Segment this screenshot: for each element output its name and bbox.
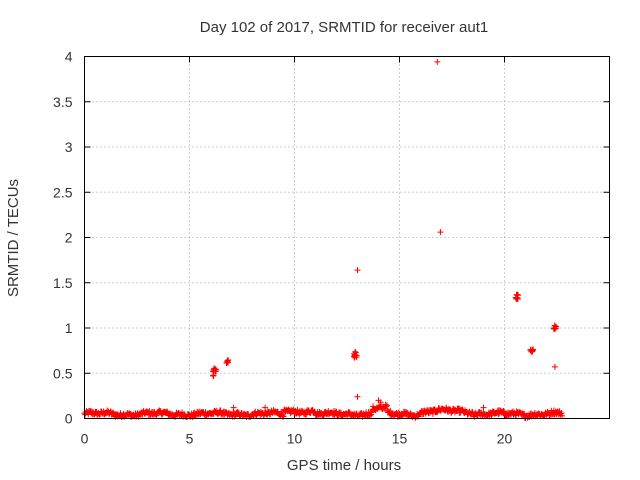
data-point-marker: [217, 407, 224, 414]
y-tick-label: 0.5: [53, 365, 73, 381]
data-point-marker: [366, 412, 373, 419]
grid-lines: [84, 56, 610, 419]
data-point-marker: [529, 347, 536, 354]
data-points: [81, 58, 566, 421]
data-point-marker: [319, 412, 326, 419]
y-tick-label: 1.5: [53, 275, 73, 291]
x-tick-label: 5: [186, 431, 194, 447]
data-point-marker: [431, 406, 438, 413]
data-point-marker: [559, 412, 566, 419]
data-point-marker: [500, 408, 507, 415]
data-point-marker: [513, 412, 520, 419]
data-point-marker: [375, 397, 382, 404]
data-point-marker: [262, 404, 269, 411]
data-point-marker: [354, 393, 361, 400]
data-point-marker: [551, 325, 558, 332]
data-point-marker: [387, 407, 394, 414]
data-point-marker: [225, 356, 232, 363]
y-tick-label: 2: [65, 230, 73, 246]
data-point-marker: [383, 403, 390, 410]
data-point-marker: [383, 402, 390, 409]
y-tick-label: 2.5: [53, 184, 73, 200]
data-point-marker: [264, 412, 271, 419]
data-point-marker: [210, 372, 217, 379]
y-tick-label: 1: [65, 320, 73, 336]
data-point-marker: [285, 406, 292, 413]
data-point-marker: [488, 412, 495, 419]
data-point-marker: [480, 404, 487, 411]
y-tick-label: 3.5: [53, 94, 73, 110]
data-point-marker: [353, 353, 360, 360]
x-tick-label: 10: [287, 431, 303, 447]
data-point-marker: [354, 267, 361, 274]
data-point-marker: [550, 325, 557, 332]
data-point-marker: [238, 409, 245, 416]
data-point-marker: [351, 350, 358, 357]
data-point-marker: [230, 404, 237, 411]
y-tick-label: 0: [65, 411, 73, 427]
data-point-marker: [558, 410, 565, 417]
axis-ticks: [84, 56, 610, 419]
x-axis-label: GPS time / hours: [287, 457, 401, 474]
tick-labels: 0 5 10 15 20 0 0.5 1 1.5 2 2.5 3 3.5 4: [53, 49, 512, 447]
data-point-marker: [368, 411, 375, 418]
data-point-marker: [412, 414, 419, 421]
y-tick-label: 4: [65, 49, 73, 65]
data-point-marker: [223, 360, 230, 367]
data-point-marker: [380, 405, 387, 412]
data-point-marker: [514, 291, 521, 298]
data-point-marker: [332, 408, 339, 415]
data-point-marker: [459, 406, 466, 413]
plot-frame: [84, 56, 610, 419]
x-tick-label: 0: [81, 431, 89, 447]
x-tick-label: 20: [497, 431, 513, 447]
data-point-marker: [526, 414, 533, 421]
data-point-marker: [210, 366, 217, 373]
data-point-marker: [437, 229, 444, 236]
data-point-marker: [434, 58, 441, 65]
x-tick-label: 15: [392, 431, 408, 447]
chart-title: Day 102 of 2017, SRMTID for receiver aut…: [200, 19, 488, 36]
y-tick-label: 3: [65, 139, 73, 155]
data-point-marker: [250, 412, 257, 419]
y-axis-label: SRMTID / TECUs: [5, 179, 22, 297]
data-point-marker: [551, 363, 558, 370]
data-point-marker: [110, 410, 117, 417]
data-point-marker: [294, 406, 301, 413]
